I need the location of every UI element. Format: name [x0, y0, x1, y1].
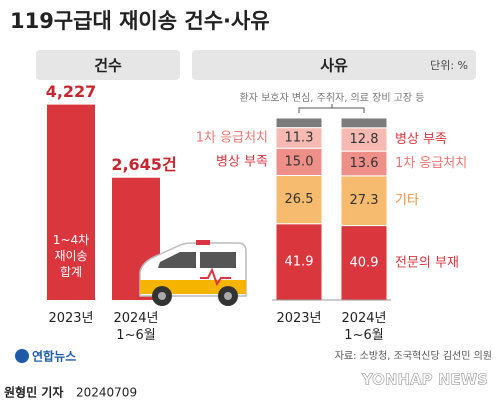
value-label: 41.9 [285, 254, 314, 269]
bar [47, 104, 95, 300]
logo: 연합뉴스 [32, 349, 76, 364]
panel-header [192, 50, 476, 80]
annotation: 환자 보호자 변심, 주취자, 의료 장비 고장 등 [239, 92, 424, 104]
segment-label: 기타 [395, 193, 419, 208]
segment-label: 병상 부족 [216, 154, 268, 169]
panel-title: 건수 [94, 57, 122, 75]
value-label: 40.9 [350, 255, 379, 270]
bar-segment [340, 225, 388, 301]
segment-label: 1차 응급처치 [196, 130, 268, 145]
date: 20240709 [76, 386, 137, 400]
bracket [298, 104, 365, 113]
unit: 단위: % [430, 59, 468, 72]
segment-label: 전문의 부재 [395, 255, 459, 270]
value-label: 26.5 [285, 192, 314, 207]
x-tick-label: 2023년 [276, 311, 321, 326]
reporter: 원형민 기자 [4, 385, 63, 400]
bar-segment [340, 175, 388, 227]
value-label: 27.3 [350, 193, 379, 208]
bar-segment [275, 175, 323, 225]
panel-header [36, 50, 180, 80]
bar-segment [340, 150, 388, 177]
segment-label: 병상 부족 [395, 132, 447, 147]
value-label: 12.8 [350, 132, 379, 147]
bar-segment [275, 223, 323, 301]
watermark: YONHAP NEWS [361, 371, 488, 389]
x-tick-label: 2024년 1~6월 [113, 311, 158, 343]
value-label: 2,645건 [111, 155, 176, 174]
bar-segment [340, 117, 388, 129]
title: 119구급대 재이송 건수·사유 [10, 9, 270, 33]
bar-note: 1~4차 재이송 합계 [53, 233, 89, 279]
panel-title: 사유 [320, 57, 348, 75]
ambulance [139, 240, 247, 306]
x-tick-label: 2024년 1~6월 [341, 311, 386, 343]
value-label: 15.0 [285, 154, 314, 169]
x-tick-label: 2023년 [48, 311, 93, 326]
value-label: 4,227 [46, 82, 97, 101]
value-label: 11.3 [285, 130, 314, 145]
source: 자료: 소방청, 조국혁신당 김선민 의원 [335, 350, 492, 362]
value-label: 13.6 [350, 156, 379, 171]
bar-segment [275, 117, 323, 129]
segment-label: 1차 응급처치 [395, 156, 467, 171]
logo-mark [15, 349, 29, 363]
